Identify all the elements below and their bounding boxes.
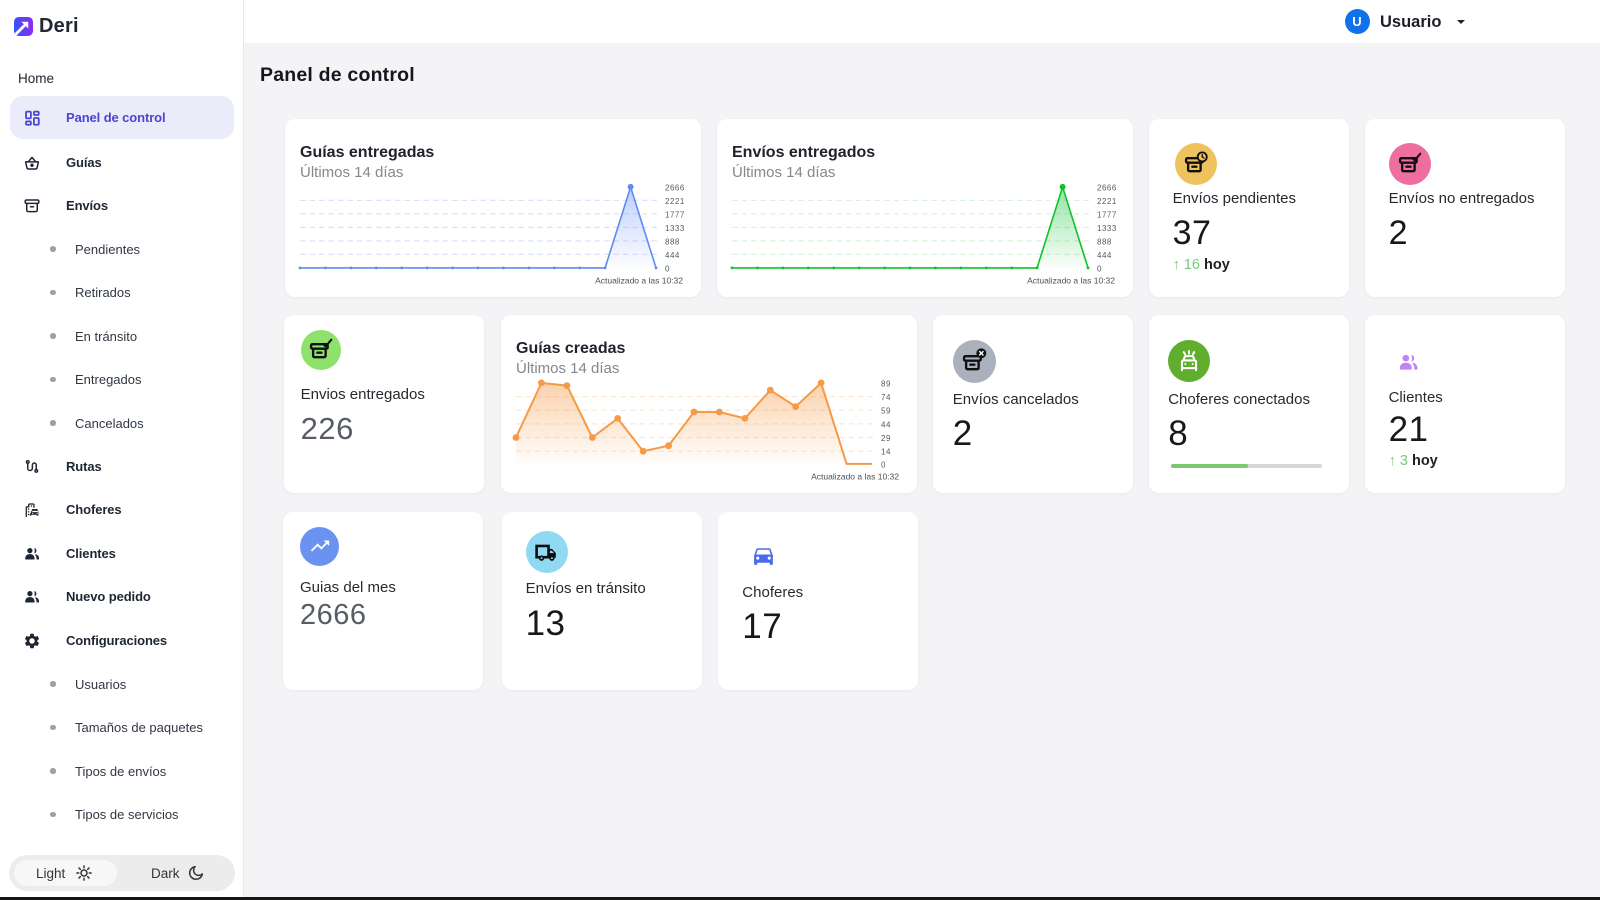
svg-text:1777: 1777 <box>665 210 685 219</box>
svg-text:14: 14 <box>881 448 891 457</box>
svg-text:2221: 2221 <box>1097 196 1117 205</box>
svg-text:0: 0 <box>1097 264 1102 273</box>
svg-text:444: 444 <box>1097 250 1112 259</box>
svg-text:2666: 2666 <box>1097 183 1117 192</box>
svg-text:2221: 2221 <box>665 196 685 205</box>
svg-text:Actualizado a las 10:32: Actualizado a las 10:32 <box>595 275 683 285</box>
svg-text:74: 74 <box>881 393 891 402</box>
svg-text:888: 888 <box>665 237 680 246</box>
svg-text:1777: 1777 <box>1097 210 1117 219</box>
svg-text:1333: 1333 <box>665 223 685 232</box>
svg-text:44: 44 <box>881 421 891 430</box>
svg-text:888: 888 <box>1097 237 1112 246</box>
svg-text:Actualizado a las 10:32: Actualizado a las 10:32 <box>811 472 899 482</box>
svg-text:89: 89 <box>881 380 891 389</box>
svg-text:1333: 1333 <box>1097 223 1117 232</box>
svg-text:2666: 2666 <box>665 183 685 192</box>
svg-text:59: 59 <box>881 407 891 416</box>
svg-text:Actualizado a las 10:32: Actualizado a las 10:32 <box>1027 275 1115 285</box>
svg-text:0: 0 <box>881 461 886 470</box>
svg-text:29: 29 <box>881 434 891 443</box>
svg-text:444: 444 <box>665 250 680 259</box>
svg-text:0: 0 <box>665 264 670 273</box>
